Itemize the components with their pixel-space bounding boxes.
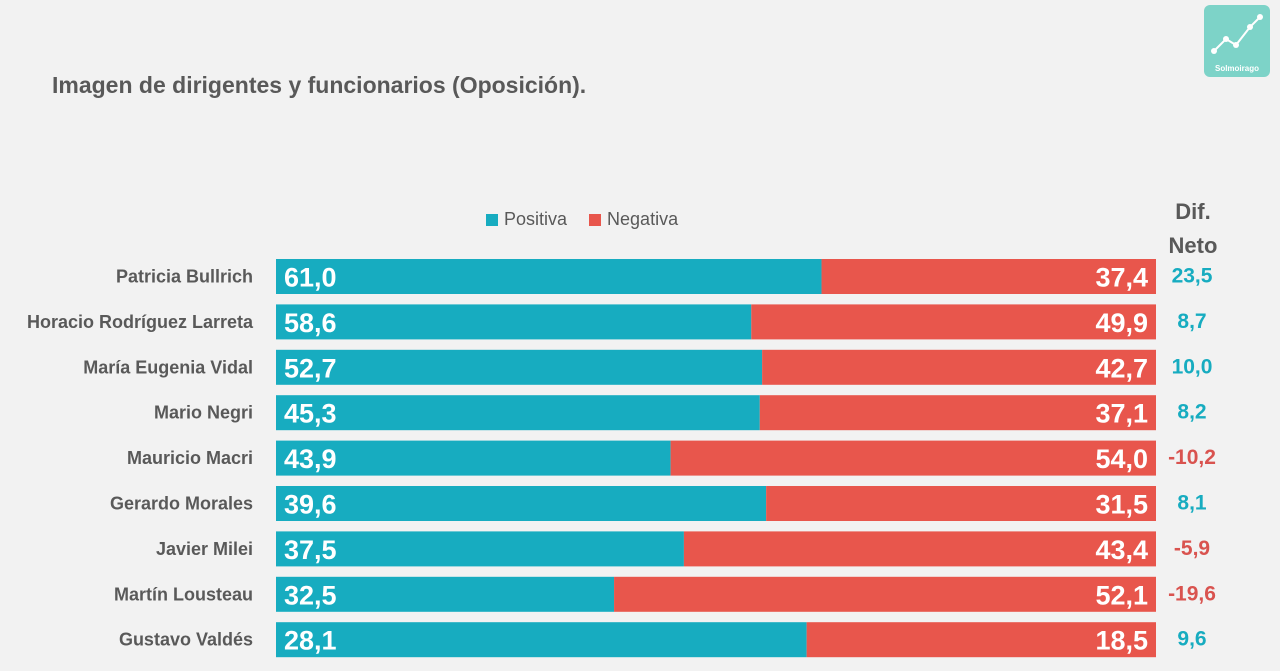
data-label-negativa: 31,5 — [1095, 490, 1148, 520]
data-label-positiva: 52,7 — [284, 353, 337, 383]
legend-label-negativa: Negativa — [607, 209, 679, 229]
net-header-line2: Neto — [1168, 233, 1218, 258]
chart-title: Imagen de dirigentes y funcionarios (Opo… — [52, 72, 587, 98]
bar-negativa — [614, 576, 1156, 612]
data-label-negativa: 18,5 — [1095, 626, 1148, 656]
bar-positiva — [276, 259, 822, 294]
category-label: Gustavo Valdés — [119, 630, 253, 650]
bar-negativa — [806, 622, 1156, 658]
bar-positiva — [276, 395, 760, 431]
data-label-negativa: 52,1 — [1095, 580, 1148, 610]
data-label-negativa: 37,4 — [1095, 263, 1148, 293]
data-label-negativa: 54,0 — [1095, 444, 1148, 474]
category-label: Javier Milei — [156, 539, 253, 559]
data-label-positiva: 45,3 — [284, 399, 337, 429]
data-label-positiva: 32,5 — [284, 580, 337, 610]
category-label: Martín Lousteau — [114, 584, 253, 604]
category-label: Gerardo Morales — [110, 494, 253, 514]
bar-negativa — [762, 349, 1156, 385]
bar-positiva — [276, 349, 763, 385]
net-difference-label: -5,9 — [1174, 537, 1210, 560]
net-header-line1: Dif. — [1175, 199, 1211, 224]
category-label: Horacio Rodríguez Larreta — [27, 312, 254, 332]
net-difference-label: 10,0 — [1172, 355, 1213, 378]
legend-swatch-positiva — [486, 213, 498, 226]
solmoirago-logo: Solmoirago — [1204, 5, 1270, 77]
data-label-positiva: 43,9 — [284, 444, 337, 474]
net-difference-label: 8,1 — [1177, 492, 1207, 515]
bar-positiva — [276, 486, 767, 521]
net-difference-label: 8,2 — [1177, 401, 1206, 424]
category-label: Patricia Bullrich — [116, 267, 253, 287]
data-label-positiva: 39,6 — [284, 490, 337, 520]
data-label-positiva: 37,5 — [284, 535, 337, 565]
net-difference-header: Dif. Neto — [1155, 195, 1231, 263]
net-difference-label: -19,6 — [1168, 582, 1216, 605]
category-label: Mauricio Macri — [127, 448, 253, 468]
bar-negativa — [670, 440, 1156, 476]
data-label-negativa: 42,7 — [1095, 353, 1148, 383]
bar-negativa — [751, 304, 1156, 340]
bar-negativa — [683, 531, 1156, 567]
data-label-negativa: 37,1 — [1095, 399, 1148, 429]
category-label: María Eugenia Vidal — [83, 357, 253, 377]
net-difference-label: 9,6 — [1177, 628, 1206, 651]
data-label-positiva: 28,1 — [284, 626, 337, 656]
bar-positiva — [276, 531, 684, 567]
logo-text: Solmoirago — [1214, 64, 1259, 73]
net-difference-label: 23,5 — [1172, 265, 1213, 288]
bar-negativa — [759, 395, 1156, 431]
net-difference-label: -10,2 — [1168, 446, 1216, 469]
bar-negativa — [821, 259, 1156, 294]
bar-positiva — [276, 304, 752, 340]
data-label-positiva: 58,6 — [284, 308, 337, 338]
bar-positiva — [276, 622, 807, 658]
legend-label-positiva: Positiva — [504, 209, 568, 229]
legend-swatch-negativa — [589, 213, 602, 226]
bar-positiva — [276, 576, 615, 612]
bar-negativa — [766, 486, 1156, 521]
category-label: Mario Negri — [154, 403, 253, 423]
data-label-positiva: 61,0 — [284, 263, 337, 293]
net-difference-label: 8,7 — [1177, 310, 1206, 333]
bar-positiva — [276, 440, 671, 476]
legend-item-negativa: Negativa — [589, 209, 678, 230]
data-label-negativa: 43,4 — [1095, 535, 1148, 565]
data-label-negativa: 49,9 — [1095, 308, 1148, 338]
legend-item-positiva: Positiva — [486, 209, 567, 230]
legend: Positiva Negativa — [486, 209, 700, 230]
trend-chart-icon — [1211, 14, 1263, 54]
